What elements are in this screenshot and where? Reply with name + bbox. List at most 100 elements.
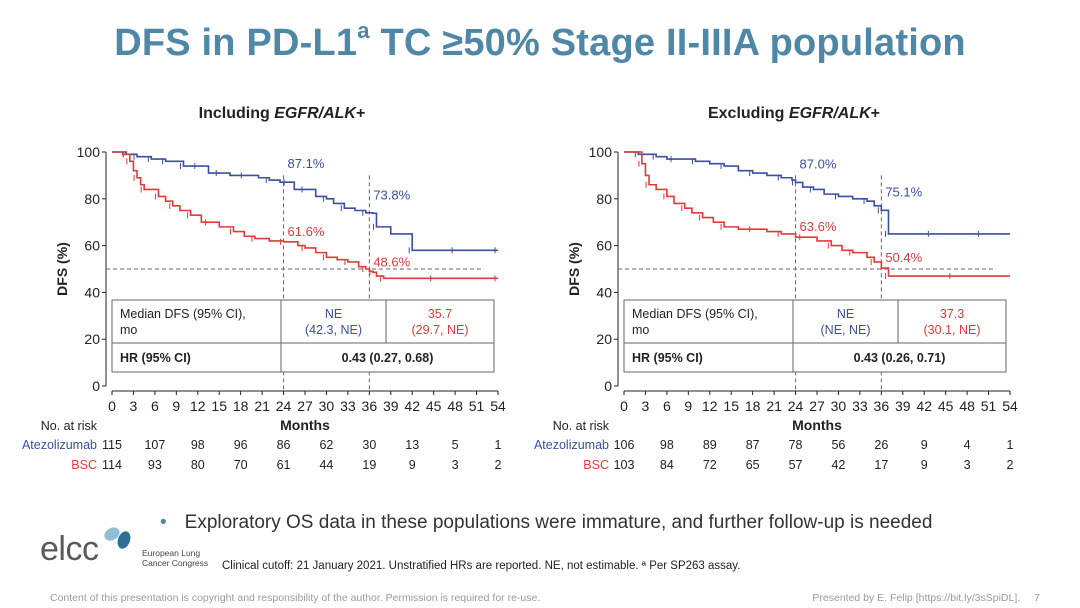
risk-value: 93 <box>148 458 162 472</box>
x-tick-label: 42 <box>404 398 420 414</box>
atezolizumab-landmark-label: 73.8% <box>373 187 410 202</box>
risk-value: 61 <box>277 458 291 472</box>
bullet-note: • Exploratory OS data in these population… <box>160 512 932 534</box>
x-tick-label: 39 <box>895 398 911 414</box>
risk-value: 70 <box>234 458 248 472</box>
risk-value: 115 <box>102 438 122 452</box>
median-dfs-table: Median DFS (95% CI), mo NE (NE, NE) 37.3 (30.… <box>623 299 1007 373</box>
x-tick-label: 54 <box>1002 398 1018 414</box>
risk-value: 3 <box>452 458 459 472</box>
risk-value: 98 <box>660 438 674 452</box>
x-tick-label: 3 <box>642 398 650 414</box>
risk-value: 1 <box>495 438 502 452</box>
atezolizumab-curve <box>112 151 498 252</box>
y-tick-label: 40 <box>596 284 612 300</box>
x-tick-label: 18 <box>745 398 761 414</box>
logo-word: elcc <box>40 530 99 568</box>
hr-label: HR (95% CI) <box>632 351 703 365</box>
x-tick-label: 6 <box>663 398 671 414</box>
x-tick-label: 15 <box>211 398 227 414</box>
median-label-line2: mo <box>120 323 137 337</box>
y-axis-label: DFS (%) <box>54 242 70 296</box>
risk-value: 84 <box>660 458 674 472</box>
risk-value: 114 <box>102 458 122 472</box>
x-axis-label: Months <box>280 417 330 433</box>
y-tick-label: 20 <box>596 331 612 347</box>
risk-value: 78 <box>789 438 803 452</box>
x-tick-label: 24 <box>788 398 804 414</box>
x-tick-label: 18 <box>233 398 249 414</box>
cutoff-note: Clinical cutoff: 21 January 2021. Unstra… <box>222 560 741 572</box>
risk-value: 42 <box>831 458 845 472</box>
x-tick-label: 9 <box>172 398 180 414</box>
x-tick-label: 45 <box>938 398 954 414</box>
x-tick-label: 51 <box>469 398 485 414</box>
median-table-border <box>623 299 1007 373</box>
x-tick-label: 33 <box>852 398 868 414</box>
x-tick-label: 27 <box>297 398 313 414</box>
risk-value: 57 <box>789 458 803 472</box>
median-dfs-table: Median DFS (95% CI), mo NE (42.3, NE) 35.7 (2… <box>111 299 495 373</box>
risk-value: 96 <box>234 438 248 452</box>
atezolizumab-landmark-label: 87.0% <box>800 156 837 171</box>
x-tick-label: 21 <box>254 398 270 414</box>
bsc-median: 35.7 <box>428 307 452 321</box>
x-axis-label: Months <box>792 417 842 433</box>
x-tick-label: 48 <box>959 398 975 414</box>
risk-value: 56 <box>831 438 845 452</box>
x-tick-label: 36 <box>874 398 890 414</box>
x-tick-label: 36 <box>362 398 378 414</box>
x-tick-label: 15 <box>723 398 739 414</box>
risk-value: 30 <box>362 438 376 452</box>
risk-value: 65 <box>746 458 760 472</box>
risk-value: 5 <box>452 438 459 452</box>
bsc-median-ci: (29.7, NE) <box>412 323 469 337</box>
x-tick-label: 27 <box>809 398 825 414</box>
risk-value: 103 <box>614 458 635 472</box>
x-tick-label: 9 <box>684 398 692 414</box>
bsc-landmark-label: 61.6% <box>288 224 325 239</box>
title-suffix: TC ≥50% Stage II-IIIA population <box>369 22 966 64</box>
risk-row-atezolizumab-name: Atezolizumab <box>534 438 609 452</box>
logo-sub-line2: Cancer Congress <box>142 558 209 568</box>
x-tick-label: 3 <box>130 398 138 414</box>
risk-value: 4 <box>964 438 971 452</box>
x-tick-label: 30 <box>831 398 847 414</box>
slide-title: DFS in PD-L1a TC ≥50% Stage II-IIIA popu… <box>0 18 1080 65</box>
chart-title: Including EGFR/ALK+ <box>199 105 366 122</box>
bsc-landmark-label: 63.6% <box>800 219 837 234</box>
y-tick-label: 60 <box>596 238 612 254</box>
y-tick-label: 60 <box>84 238 100 254</box>
chart-title-suffix: + <box>871 105 880 122</box>
y-tick-label: 20 <box>84 331 100 347</box>
atezolizumab-median-ci: (NE, NE) <box>821 323 871 337</box>
x-tick-label: 54 <box>490 398 506 414</box>
risk-value: 80 <box>191 458 205 472</box>
median-table-border <box>111 299 495 373</box>
x-tick-label: 48 <box>447 398 463 414</box>
risk-value: 98 <box>191 438 205 452</box>
risk-value: 89 <box>703 438 717 452</box>
risk-value: 17 <box>874 458 888 472</box>
hr-value: 0.43 (0.26, 0.71) <box>854 351 946 365</box>
chart-title-prefix: Excluding <box>708 105 789 122</box>
chart-title-suffix: + <box>356 105 365 122</box>
logo-mark-icon <box>104 527 131 549</box>
risk-table-label: No. at risk <box>41 419 98 433</box>
risk-value: 9 <box>409 458 416 472</box>
bsc-curve <box>112 151 498 280</box>
chart-title-prefix: Including <box>199 105 275 122</box>
x-tick-label: 0 <box>108 398 116 414</box>
median-label-line1: Median DFS (95% CI), <box>632 307 758 321</box>
risk-value: 13 <box>405 438 419 452</box>
risk-value: 9 <box>921 458 928 472</box>
x-tick-label: 30 <box>319 398 335 414</box>
risk-row-bsc-name: BSC <box>583 458 609 472</box>
x-tick-label: 24 <box>276 398 292 414</box>
elcc-logo: elcc European Lung Cancer Congress <box>40 527 208 569</box>
y-axis-label: DFS (%) <box>566 242 582 296</box>
bsc-landmark-label: 50.4% <box>885 250 922 265</box>
risk-value: 72 <box>703 458 717 472</box>
atezolizumab-median: NE <box>837 307 854 321</box>
